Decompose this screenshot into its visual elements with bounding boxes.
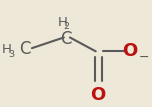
Text: 3: 3 <box>8 50 14 59</box>
Text: O: O <box>122 42 138 60</box>
Text: C: C <box>60 30 72 48</box>
Text: −: − <box>138 51 149 64</box>
Text: H: H <box>2 43 12 56</box>
Text: O: O <box>90 86 106 104</box>
Text: C: C <box>19 40 31 58</box>
Text: 2: 2 <box>64 22 70 31</box>
Text: H: H <box>57 16 67 29</box>
